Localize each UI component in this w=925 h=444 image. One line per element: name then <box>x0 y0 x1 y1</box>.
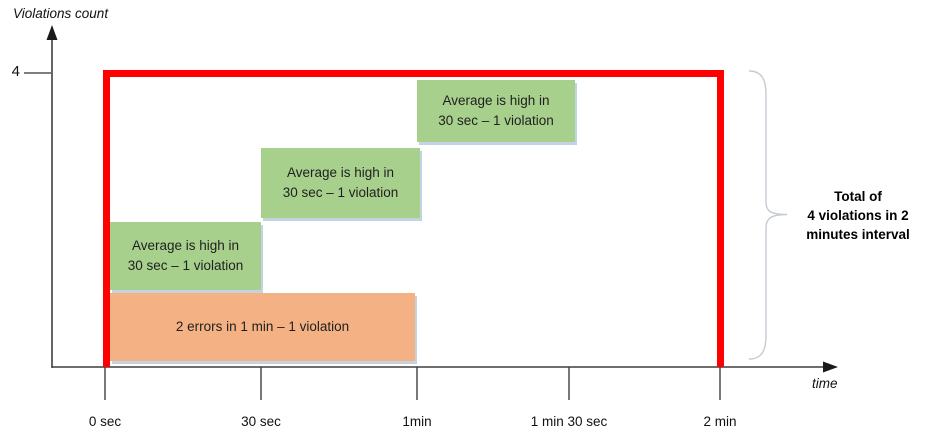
green-violation-2-line2: 30 sec – 1 violation <box>282 185 399 200</box>
summary-line1: Total of <box>834 189 882 204</box>
y-tick-label-4: 4 <box>11 63 20 80</box>
x-tick-label-1min: 1min <box>402 414 432 429</box>
green-violation-3-line2: 30 sec – 1 violation <box>438 113 554 128</box>
summary-line3: minutes interval <box>806 227 910 242</box>
green-violation-box-2: Average is high in 30 sec – 1 violation <box>261 148 420 218</box>
x-axis-arrow-icon <box>823 361 838 373</box>
orange-violation-label: 2 errors in 1 min – 1 violation <box>175 319 350 334</box>
green-violation-3-line1: Average is high in <box>442 93 550 108</box>
x-tick-label-1min30sec: 1 min 30 sec <box>530 414 608 429</box>
y-axis-title: Violations count <box>13 6 109 21</box>
x-tick-label-0sec: 0 sec <box>88 414 122 429</box>
x-tick-label-2min: 2 min <box>703 414 737 429</box>
x-tick-marks <box>104 367 721 400</box>
green-violation-2-line1: Average is high in <box>286 165 395 180</box>
x-tick-label-30sec: 30 sec <box>241 414 281 429</box>
summary-annotation: Total of 4 violations in 2 minutes inter… <box>793 187 923 244</box>
y-axis-arrow-icon <box>46 25 58 40</box>
x-axis-title: time <box>812 376 838 391</box>
green-violation-1-line2: 30 sec – 1 violation <box>127 258 244 273</box>
green-violation-box-1: Average is high in 30 sec – 1 violation <box>110 222 261 290</box>
green-violation-1-line1: Average is high in <box>131 238 240 253</box>
green-violation-box-3: Average is high in 30 sec – 1 violation <box>417 80 575 142</box>
brace-shape <box>748 70 788 360</box>
summary-line2: 4 violations in 2 <box>807 208 909 223</box>
orange-violation-box: 2 errors in 1 min – 1 violation <box>110 293 415 361</box>
